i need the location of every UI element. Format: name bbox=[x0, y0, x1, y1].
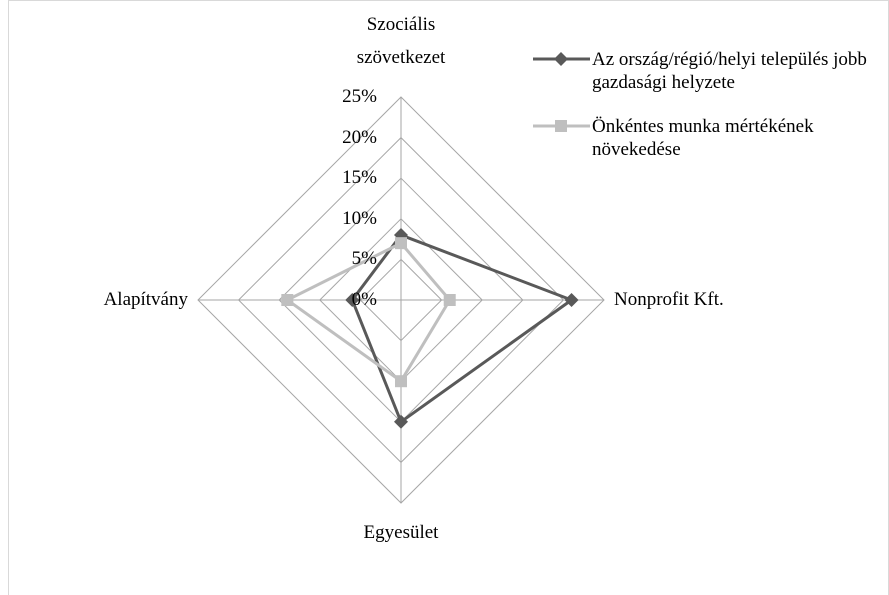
legend-label: Az ország/régió/helyi település jobb gaz… bbox=[592, 49, 867, 93]
legend-label: Önkéntes munka mértékének növekedése bbox=[592, 116, 814, 160]
category-label: Nonprofit Kft. bbox=[614, 289, 724, 310]
tick-label: 15% bbox=[342, 167, 377, 189]
category-label: Szociális szövetkezet bbox=[356, 14, 446, 68]
legend-marker bbox=[555, 120, 567, 132]
marker bbox=[443, 294, 456, 306]
category-label: Egyesület bbox=[363, 522, 439, 543]
marker bbox=[395, 375, 407, 388]
tick-label: 0% bbox=[351, 289, 377, 310]
tick-label: 5% bbox=[351, 248, 377, 270]
marker bbox=[395, 237, 407, 250]
marker bbox=[564, 293, 579, 307]
tick-label: 10% bbox=[342, 207, 377, 229]
series-line bbox=[350, 233, 575, 425]
tick-label: 20% bbox=[342, 126, 377, 148]
marker bbox=[345, 293, 360, 307]
category-label: Alapítvány bbox=[103, 289, 188, 310]
marker bbox=[394, 414, 408, 429]
tick-label: 25% bbox=[342, 86, 377, 107]
legend-marker bbox=[554, 52, 568, 66]
marker bbox=[281, 294, 294, 306]
